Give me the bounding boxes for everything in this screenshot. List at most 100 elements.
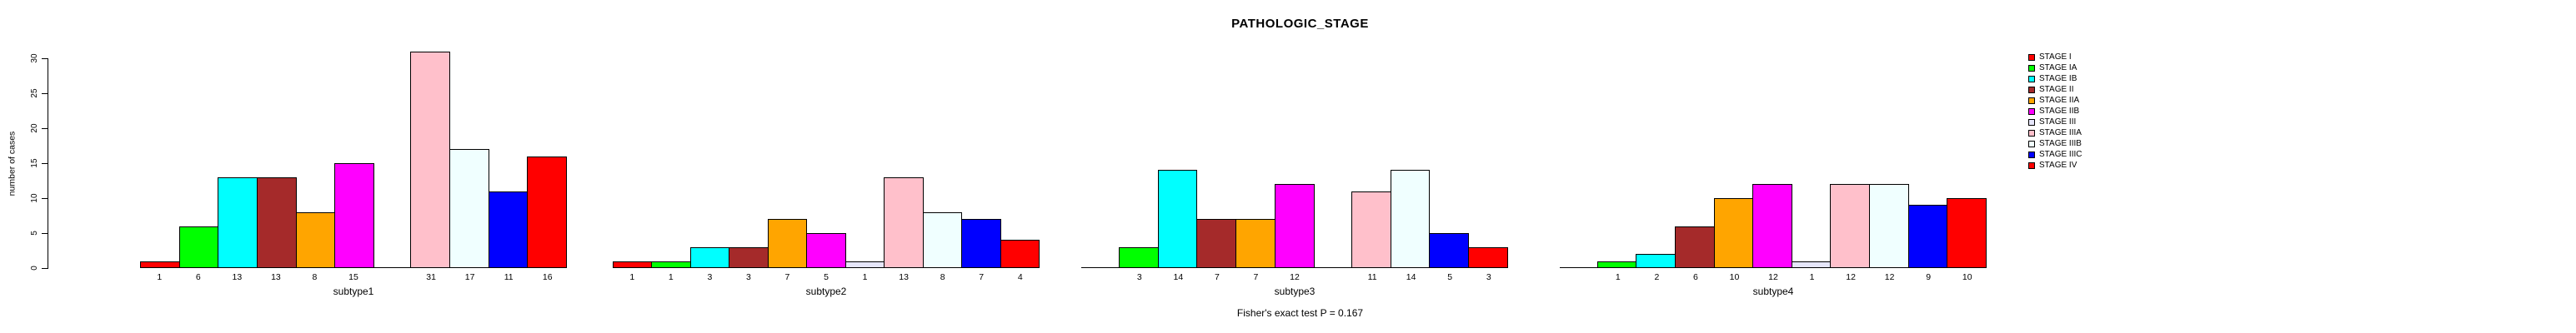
bar-value-label: 12: [1768, 272, 1778, 282]
bar-group-subtype4: 1 2 6 10 12 1 12 12 9 10 subtype4: [1560, 0, 1987, 333]
bar-value-label: 8: [940, 272, 945, 282]
bar-stage-iib: [806, 233, 846, 268]
values-row: 1 6 13 13 8 15 31 17 11 16: [140, 272, 567, 282]
bar-value-label: 1: [862, 272, 868, 282]
bar-stage-iia: [1713, 198, 1754, 268]
bars-row: [1081, 170, 1508, 268]
bar-value-label: 31: [426, 272, 436, 282]
bar-stage-ib: [1636, 254, 1676, 268]
bar-stage-ib: [218, 177, 258, 268]
legend-swatch: [2028, 141, 2035, 148]
legend-item: STAGE IIA: [2028, 95, 2082, 106]
bar-value-label: 12: [1884, 272, 1895, 282]
bar-value-label: [1560, 272, 1599, 282]
legend-swatch: [2028, 97, 2035, 104]
bar-stage-iiia: [1830, 184, 1871, 268]
bar-value-label: 1: [668, 272, 674, 282]
bar-stage-ia: [651, 261, 691, 268]
legend-item: STAGE I: [2028, 52, 2082, 62]
bars-row: [613, 177, 1040, 268]
bar-stage-ib: [1157, 170, 1198, 268]
legend-item: STAGE IIIC: [2028, 150, 2082, 161]
bar-stage-iib: [334, 163, 374, 268]
bar-value-label: 1: [1615, 272, 1621, 282]
bar-value-label: 12: [1846, 272, 1856, 282]
y-tick-label: 0: [30, 266, 39, 271]
values-row: 3 14 7 7 12 11 14 5 3: [1081, 272, 1508, 282]
legend-label: STAGE IIA: [2039, 95, 2080, 105]
bar-stage-iv: [527, 157, 568, 268]
bar-stage-iv: [1468, 247, 1508, 268]
y-tick-mark: [42, 93, 48, 94]
x-axis-label-subtype2: subtype2: [805, 286, 847, 297]
legend-label: STAGE IA: [2039, 62, 2077, 72]
legend-label: STAGE III: [2039, 117, 2077, 127]
bar-stage-iii: [373, 267, 412, 268]
bar-stage-ia: [1596, 261, 1637, 268]
bar-stage-iiia: [884, 177, 924, 268]
bar-group-subtype1: 1 6 13 13 8 15 31 17 11 16 subtype1: [140, 0, 568, 333]
bar-stage-iiib: [1869, 184, 1909, 268]
bar-value-label: 13: [232, 272, 243, 282]
bar-value-label: 2: [1654, 272, 1660, 282]
bar-value-label: 3: [1136, 272, 1142, 282]
bar-stage-iiic: [1907, 205, 1948, 268]
bar-value-label: 11: [1367, 272, 1377, 282]
legend-label: STAGE I: [2039, 52, 2072, 62]
legend-swatch: [2028, 152, 2035, 159]
bar-value-label: 14: [1406, 272, 1416, 282]
chart-title: PATHOLOGIC_STAGE: [1231, 17, 1369, 31]
bar-value-label: 10: [1962, 272, 1972, 282]
bar-value-label: 16: [542, 272, 553, 282]
bar-value-label: 1: [629, 272, 635, 282]
y-tick-label: 30: [30, 53, 39, 63]
bar-stage-ii: [1196, 219, 1237, 268]
bar-stage-iia: [1235, 219, 1276, 268]
bar-value-label: 17: [464, 272, 475, 282]
legend-swatch: [2028, 75, 2035, 82]
bar-value-label: [1081, 272, 1120, 282]
y-tick-label: 25: [30, 88, 39, 98]
legend-swatch: [2028, 119, 2035, 127]
bar-value-label: 7: [979, 272, 985, 282]
y-axis-title: number of cases: [7, 131, 18, 196]
bar-stage-iiib: [922, 212, 963, 268]
legend-item: STAGE IIB: [2028, 106, 2082, 117]
bar-value-label: 5: [824, 272, 829, 282]
legend: STAGE I STAGE IA STAGE IB STAGE II STAGE IIA…: [2028, 52, 2082, 171]
legend-swatch: [2028, 86, 2035, 93]
legend-swatch: [2028, 162, 2035, 170]
bar-value-label: 6: [1692, 272, 1698, 282]
y-tick-mark: [42, 163, 48, 164]
bar-group-subtype2: 1 1 3 3 7 5 1 13 8 7 4 subtype2: [613, 0, 1040, 333]
bar-value-label: [1314, 272, 1353, 282]
legend-label: STAGE IIIB: [2039, 139, 2082, 149]
bars-row: [140, 52, 568, 268]
x-axis-label-subtype4: subtype4: [1752, 286, 1794, 297]
fisher-test-note: Fisher's exact test P = 0.167: [1236, 307, 1364, 319]
legend-item: STAGE IV: [2028, 161, 2082, 171]
values-row: 1 1 3 3 7 5 1 13 8 7 4: [613, 272, 1040, 282]
bar-value-label: 7: [1214, 272, 1220, 282]
bar-value-label: 13: [899, 272, 909, 282]
bar-stage-iiic: [488, 191, 529, 268]
legend-label: STAGE IIB: [2039, 107, 2080, 117]
bar-stage-iiib: [449, 149, 489, 268]
legend-swatch: [2028, 53, 2035, 61]
bar-value-label: 7: [784, 272, 790, 282]
bar-stage-iv: [1000, 240, 1040, 268]
x-axis-label-subtype3: subtype3: [1274, 286, 1316, 297]
legend-item: STAGE IIIB: [2028, 139, 2082, 150]
bar-stage-iiia: [1351, 191, 1391, 268]
y-tick-label: 10: [30, 193, 39, 203]
legend-item: STAGE IIIA: [2028, 128, 2082, 139]
bar-stage-iv: [1947, 198, 1987, 268]
legend-label: STAGE IB: [2039, 73, 2077, 83]
legend-swatch: [2028, 130, 2035, 137]
legend-item: STAGE II: [2028, 84, 2082, 95]
bar-stage-ib: [689, 247, 730, 268]
values-row: 1 2 6 10 12 1 12 12 9 10: [1560, 272, 1987, 282]
bar-value-label: 4: [1017, 272, 1023, 282]
legend-swatch: [2028, 64, 2035, 72]
legend-label: STAGE IV: [2039, 161, 2077, 171]
